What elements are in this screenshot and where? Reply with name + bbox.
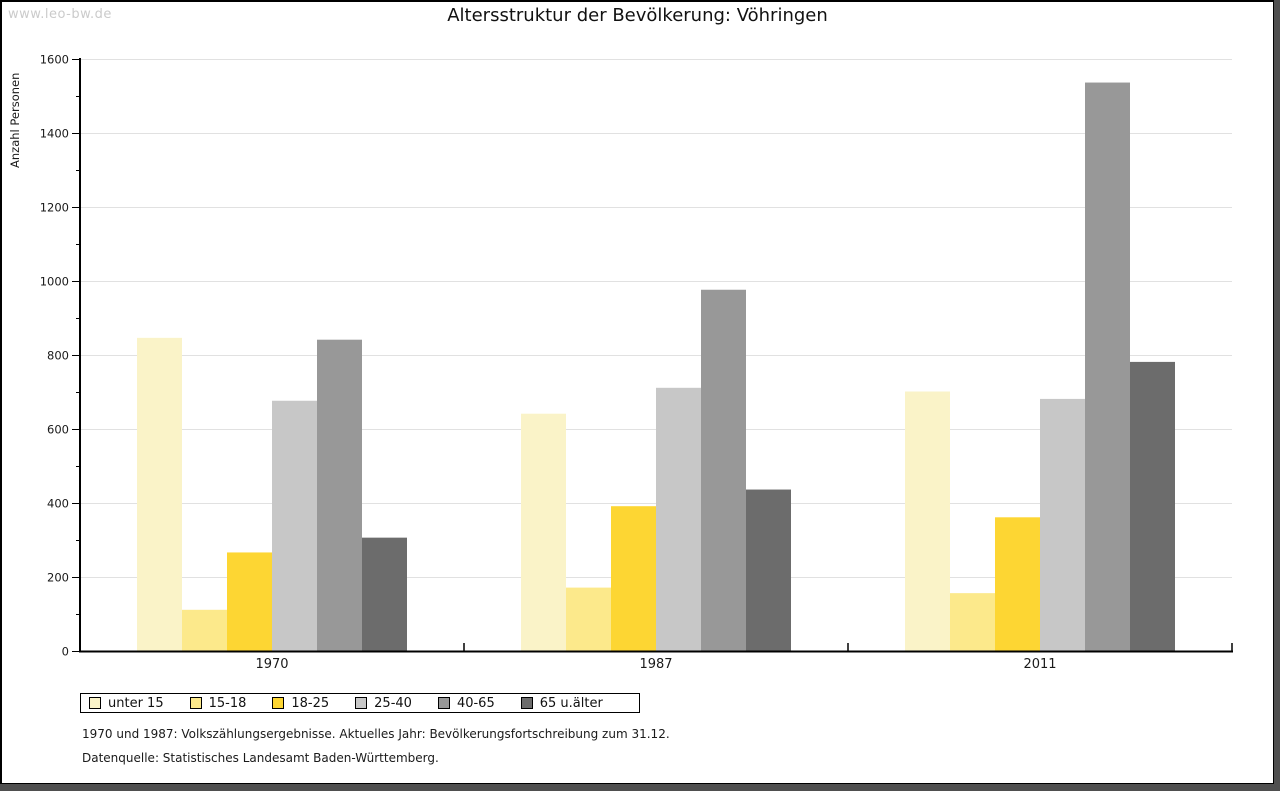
legend: unter 15 15-18 18-25 25-40 40-65 65 u.älter (80, 693, 640, 713)
bar (566, 587, 611, 651)
bar (227, 552, 272, 651)
bar (611, 506, 656, 651)
legend-swatch-icon (272, 697, 285, 709)
x-tick-label: 1970 (255, 657, 288, 672)
bar (521, 413, 566, 651)
bar (1040, 398, 1085, 651)
bar (746, 489, 791, 651)
x-tick-label: 1987 (639, 657, 672, 672)
bar (656, 387, 701, 651)
legend-swatch-icon (89, 697, 101, 709)
x-tick-label: 2011 (1023, 657, 1056, 672)
bar (317, 339, 362, 651)
legend-item: 40-65 (437, 695, 495, 711)
legend-item: 18-25 (272, 696, 329, 711)
legend-item: 65 u.älter (520, 695, 603, 711)
legend-item-label: 18-25 (291, 695, 330, 711)
bar (137, 337, 182, 651)
legend-item-label: 40-65 (456, 695, 495, 711)
y-tick-label: 200 (47, 571, 69, 585)
y-tick-label: 800 (47, 349, 69, 363)
legend-swatch-icon (520, 697, 533, 709)
footnote-method: 1970 und 1987: Volkszählungsergebnisse. … (82, 727, 670, 741)
legend-swatch-icon (437, 697, 450, 709)
legend-swatch-icon (355, 697, 368, 709)
y-tick-label: 1600 (40, 53, 69, 67)
bar (701, 289, 746, 651)
bar (905, 391, 950, 651)
bar (950, 593, 995, 651)
bar-chart: 1970 1987 2011 0 200 400 600 800 1000 1200 1400 160… (40, 53, 1233, 672)
y-tick-label: 1000 (40, 275, 69, 289)
legend-item-label: 65 u.älter (539, 695, 603, 711)
bar (362, 537, 407, 651)
bar (1085, 82, 1130, 651)
bar (995, 517, 1040, 651)
legend-item-label: unter 15 (108, 695, 164, 711)
watermark: www.leo-bw.de (8, 7, 112, 22)
bar (272, 400, 317, 651)
legend-item: unter 15 (89, 696, 164, 711)
legend-item-label: 15-18 (208, 695, 247, 711)
y-tick-label: 1400 (40, 127, 69, 141)
page-title: Altersstruktur der Bevölkerung: Vöhringe… (447, 5, 828, 26)
bar (1130, 361, 1175, 651)
bar (182, 609, 227, 651)
legend-item: 25-40 (355, 696, 412, 711)
footnote-source: Datenquelle: Statistisches Landesamt Bad… (82, 751, 439, 765)
y-tick-label: 600 (47, 423, 69, 437)
legend-item-label: 25-40 (374, 695, 412, 711)
y-tick-label: 400 (47, 497, 69, 511)
y-tick-label: 1200 (40, 201, 69, 215)
legend-swatch-icon (189, 697, 202, 709)
legend-item: 15-18 (189, 695, 247, 711)
y-tick-label: 0 (62, 645, 69, 659)
